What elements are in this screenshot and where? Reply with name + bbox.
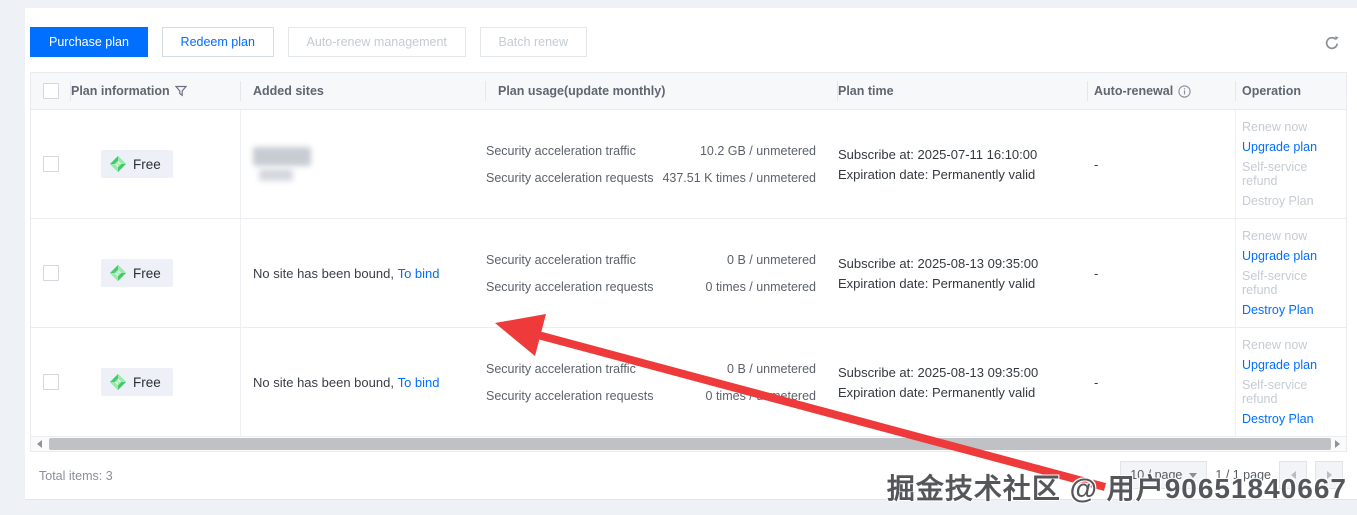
filter-icon[interactable] xyxy=(174,85,187,97)
plan-badge: Free xyxy=(101,150,173,178)
total-items-label: Total items: xyxy=(39,468,103,483)
col-plan-usage: Plan usage(update monthly) xyxy=(486,81,838,101)
subscribe-at: Subscribe at: 2025-07-11 16:10:00 xyxy=(838,146,1038,162)
page-size-select[interactable]: 10 / page xyxy=(1120,461,1208,489)
redacted-site-name xyxy=(253,147,311,181)
plan-badge-label: Free xyxy=(133,156,161,172)
page-size-value: 10 / page xyxy=(1130,468,1183,482)
usage-value: 0 B / unmetered xyxy=(727,361,816,376)
plan-badge: Free xyxy=(101,259,173,287)
total-items-value: 3 xyxy=(105,468,113,483)
col-operation: Operation xyxy=(1236,81,1346,101)
plans-table: Plan information Added sites Plan usage(… xyxy=(30,72,1347,437)
plan-usage-header: Plan usage(update monthly) xyxy=(498,84,666,98)
free-gem-icon xyxy=(109,155,127,173)
usage-label: Security acceleration traffic xyxy=(486,252,636,267)
plan-time-header: Plan time xyxy=(838,84,894,98)
page-info: 1 / 1 page xyxy=(1215,468,1271,482)
row-checkbox[interactable] xyxy=(43,374,59,390)
auto-renewal-value: - xyxy=(1094,265,1099,281)
usage-value: 10.2 GB / unmetered xyxy=(699,143,816,158)
scrollbar-thumb[interactable] xyxy=(49,438,1331,450)
scroll-left-icon[interactable] xyxy=(33,437,46,450)
toolbar: Purchase plan Redeem plan Auto-renew man… xyxy=(25,8,1357,72)
subscribe-at: Subscribe at: 2025-08-13 09:35:00 xyxy=(838,255,1039,271)
col-plan-information: Plan information xyxy=(71,81,241,101)
free-gem-icon xyxy=(109,264,127,282)
select-all-checkbox[interactable] xyxy=(42,83,59,99)
table-row: Free Security acceleration traffic 10.2 … xyxy=(31,110,1346,219)
scroll-right-icon[interactable] xyxy=(1331,437,1344,450)
info-icon[interactable] xyxy=(1178,84,1191,98)
added-sites-header: Added sites xyxy=(253,84,324,98)
pagination: 10 / page 1 / 1 page xyxy=(1120,461,1343,489)
plan-information-header: Plan information xyxy=(71,84,170,98)
self-service-refund-link[interactable]: Self-service refund xyxy=(1242,378,1308,406)
chevron-down-icon xyxy=(1189,472,1198,478)
upgrade-plan-link[interactable]: Upgrade plan xyxy=(1242,140,1318,154)
redeem-plan-button[interactable]: Redeem plan xyxy=(161,27,274,57)
select-all-cell xyxy=(31,81,71,101)
usage-value: 437.51 K times / unmetered xyxy=(662,170,816,185)
auto-renewal-value: - xyxy=(1094,156,1099,172)
next-page-button[interactable] xyxy=(1315,461,1343,489)
plan-badge-label: Free xyxy=(133,265,161,281)
upgrade-plan-link[interactable]: Upgrade plan xyxy=(1242,358,1318,372)
usage-value: 0 times / unmetered xyxy=(705,388,816,403)
auto-renewal-header: Auto-renewal xyxy=(1094,84,1174,98)
col-auto-renewal: Auto-renewal xyxy=(1088,81,1236,101)
plan-badge: Free xyxy=(101,368,173,396)
col-plan-time: Plan time xyxy=(838,81,1088,101)
table-footer: Total items: 3 10 / page 1 / 1 page xyxy=(25,452,1357,499)
plan-badge-label: Free xyxy=(133,374,161,390)
free-gem-icon xyxy=(109,373,127,391)
destroy-plan-link[interactable]: Destroy Plan xyxy=(1242,303,1314,317)
col-added-sites: Added sites xyxy=(241,81,486,101)
renew-now-link[interactable]: Renew now xyxy=(1242,229,1308,243)
table-row: Free No site has been bound, To bind Sec… xyxy=(31,219,1346,328)
to-bind-link[interactable]: To bind xyxy=(397,374,440,390)
no-site-text: No site has been bound, xyxy=(253,265,394,281)
expiration-date: Expiration date: Permanently valid xyxy=(838,166,1036,182)
renew-now-link[interactable]: Renew now xyxy=(1242,120,1308,134)
self-service-refund-link[interactable]: Self-service refund xyxy=(1242,160,1308,188)
table-header: Plan information Added sites Plan usage(… xyxy=(31,73,1346,110)
operation-header: Operation xyxy=(1242,84,1302,98)
renew-now-link[interactable]: Renew now xyxy=(1242,338,1308,352)
refresh-icon[interactable] xyxy=(1323,34,1341,52)
horizontal-scrollbar[interactable] xyxy=(30,437,1347,452)
purchase-plan-button[interactable]: Purchase plan xyxy=(30,27,148,57)
usage-label: Security acceleration requests xyxy=(486,279,654,294)
usage-label: Security acceleration traffic xyxy=(486,361,636,376)
usage-label: Security acceleration requests xyxy=(486,388,654,403)
upgrade-plan-link[interactable]: Upgrade plan xyxy=(1242,249,1318,263)
plan-card: Purchase plan Redeem plan Auto-renew man… xyxy=(25,8,1357,500)
no-site-text: No site has been bound, xyxy=(253,374,394,390)
usage-label: Security acceleration requests xyxy=(486,170,654,185)
destroy-plan-link[interactable]: Destroy Plan xyxy=(1242,194,1314,208)
self-service-refund-link[interactable]: Self-service refund xyxy=(1242,269,1308,297)
usage-value: 0 B / unmetered xyxy=(727,252,816,267)
table-row: Free No site has been bound, To bind Sec… xyxy=(31,328,1346,437)
usage-value: 0 times / unmetered xyxy=(705,279,816,294)
to-bind-link[interactable]: To bind xyxy=(397,265,440,281)
destroy-plan-link[interactable]: Destroy Plan xyxy=(1242,412,1314,426)
batch-renew-button[interactable]: Batch renew xyxy=(479,27,587,57)
subscribe-at: Subscribe at: 2025-08-13 09:35:00 xyxy=(838,364,1039,380)
auto-renewal-value: - xyxy=(1094,374,1099,390)
prev-page-button[interactable] xyxy=(1279,461,1307,489)
auto-renew-management-button[interactable]: Auto-renew management xyxy=(287,27,466,57)
row-checkbox[interactable] xyxy=(43,156,59,172)
row-checkbox[interactable] xyxy=(43,265,59,281)
expiration-date: Expiration date: Permanently valid xyxy=(838,275,1036,291)
expiration-date: Expiration date: Permanently valid xyxy=(838,384,1036,400)
usage-label: Security acceleration traffic xyxy=(486,143,636,158)
